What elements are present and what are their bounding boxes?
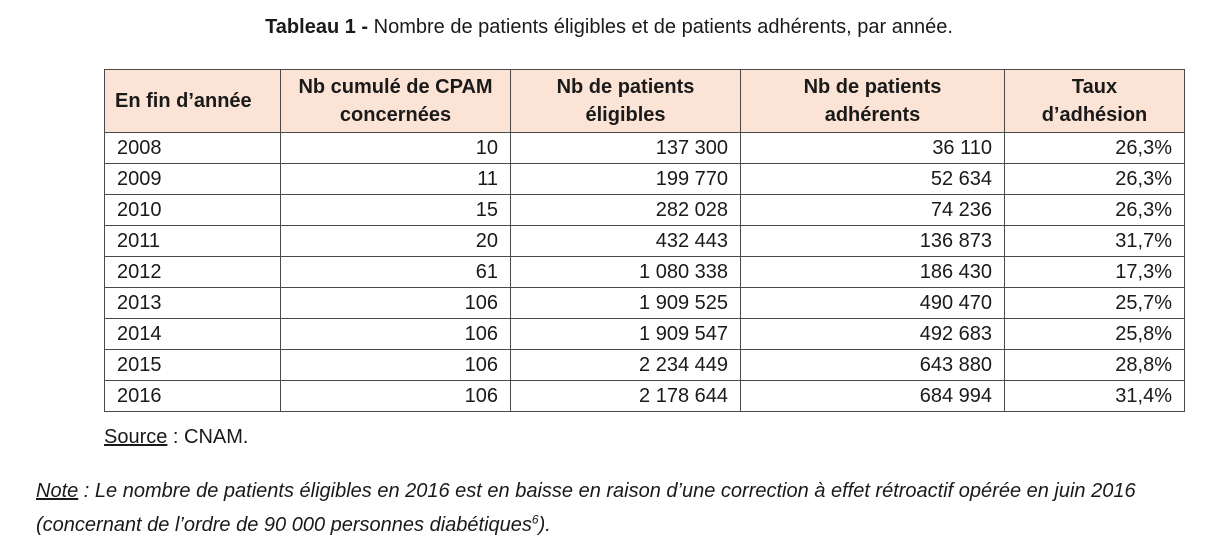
cell-taux: 31,4% — [1004, 380, 1185, 412]
header-row: En fin d’année Nb cumulé de CPAM concern… — [104, 69, 1185, 133]
cell-adherents: 492 683 — [740, 318, 1005, 350]
cell-adherents: 52 634 — [740, 163, 1005, 195]
cell-taux: 28,8% — [1004, 349, 1185, 381]
cell-eligibles: 199 770 — [510, 163, 741, 195]
cell-eligibles: 1 909 547 — [510, 318, 741, 350]
table-row: 2009 11 199 770 52 634 26,3% — [104, 163, 1185, 195]
table-body: 2008 10 137 300 36 110 26,3% 2009 11 199 770 52 … — [104, 132, 1185, 412]
cell-taux: 25,8% — [1004, 318, 1185, 350]
cell-year: 2008 — [104, 132, 281, 164]
table-row: 2015 106 2 234 449 643 880 28,8% — [104, 349, 1185, 381]
note-end: ). — [538, 514, 551, 536]
cell-year: 2009 — [104, 163, 281, 195]
caption-text: Nombre de patients éligibles et de patie… — [373, 16, 953, 38]
table-row: 2014 106 1 909 547 492 683 25,8% — [104, 318, 1185, 350]
cell-cpam: 106 — [280, 287, 511, 319]
cell-taux: 26,3% — [1004, 194, 1185, 226]
header-eligibles: Nb de patients éligibles — [510, 69, 741, 133]
header-taux: Taux d’adhésion — [1004, 69, 1185, 133]
cell-cpam: 15 — [280, 194, 511, 226]
cell-year: 2016 — [104, 380, 281, 412]
note-label: Note — [36, 480, 79, 502]
note-paragraph: Note : Le nombre de patients éligibles e… — [36, 474, 1186, 542]
cell-cpam: 106 — [280, 349, 511, 381]
cell-year: 2015 — [104, 349, 281, 381]
cell-year: 2013 — [104, 287, 281, 319]
cell-taux: 26,3% — [1004, 132, 1185, 164]
source-text: : CNAM. — [167, 426, 249, 448]
caption-label: Tableau 1 - — [265, 16, 369, 38]
table-row: 2008 10 137 300 36 110 26,3% — [104, 132, 1185, 164]
cell-eligibles: 432 443 — [510, 225, 741, 257]
cell-eligibles: 2 178 644 — [510, 380, 741, 412]
cell-eligibles: 1 080 338 — [510, 256, 741, 288]
cell-adherents: 643 880 — [740, 349, 1005, 381]
table-row: 2010 15 282 028 74 236 26,3% — [104, 194, 1185, 226]
cell-cpam: 10 — [280, 132, 511, 164]
source-label: Source — [104, 426, 168, 448]
cell-eligibles: 1 909 525 — [510, 287, 741, 319]
header-cpam: Nb cumulé de CPAM concernées — [280, 69, 511, 133]
table-caption: Tableau 1 - Nombre de patients éligibles… — [0, 13, 1218, 41]
cell-taux: 17,3% — [1004, 256, 1185, 288]
cell-cpam: 61 — [280, 256, 511, 288]
table-row: 2013 106 1 909 525 490 470 25,7% — [104, 287, 1185, 319]
cell-eligibles: 2 234 449 — [510, 349, 741, 381]
cell-adherents: 490 470 — [740, 287, 1005, 319]
cell-cpam: 106 — [280, 380, 511, 412]
cell-adherents: 74 236 — [740, 194, 1005, 226]
data-table: En fin d’année Nb cumulé de CPAM concern… — [104, 69, 1185, 412]
cell-adherents: 684 994 — [740, 380, 1005, 412]
cell-year: 2010 — [104, 194, 281, 226]
cell-taux: 25,7% — [1004, 287, 1185, 319]
cell-year: 2011 — [104, 225, 281, 257]
cell-eligibles: 282 028 — [510, 194, 741, 226]
cell-taux: 26,3% — [1004, 163, 1185, 195]
header-adherents: Nb de patients adhérents — [740, 69, 1005, 133]
table-row: 2012 61 1 080 338 186 430 17,3% — [104, 256, 1185, 288]
note-text: : Le nombre de patients éligibles en 201… — [36, 480, 1136, 536]
cell-taux: 31,7% — [1004, 225, 1185, 257]
cell-adherents: 186 430 — [740, 256, 1005, 288]
cell-cpam: 20 — [280, 225, 511, 257]
cell-year: 2012 — [104, 256, 281, 288]
cell-adherents: 136 873 — [740, 225, 1005, 257]
header-year: En fin d’année — [104, 69, 281, 133]
source-line: Source : CNAM. — [104, 424, 249, 450]
footnote-marker: 6 — [531, 512, 539, 527]
cell-year: 2014 — [104, 318, 281, 350]
cell-cpam: 106 — [280, 318, 511, 350]
cell-eligibles: 137 300 — [510, 132, 741, 164]
table-row: 2016 106 2 178 644 684 994 31,4% — [104, 380, 1185, 412]
table-row: 2011 20 432 443 136 873 31,7% — [104, 225, 1185, 257]
cell-cpam: 11 — [280, 163, 511, 195]
cell-adherents: 36 110 — [740, 132, 1005, 164]
